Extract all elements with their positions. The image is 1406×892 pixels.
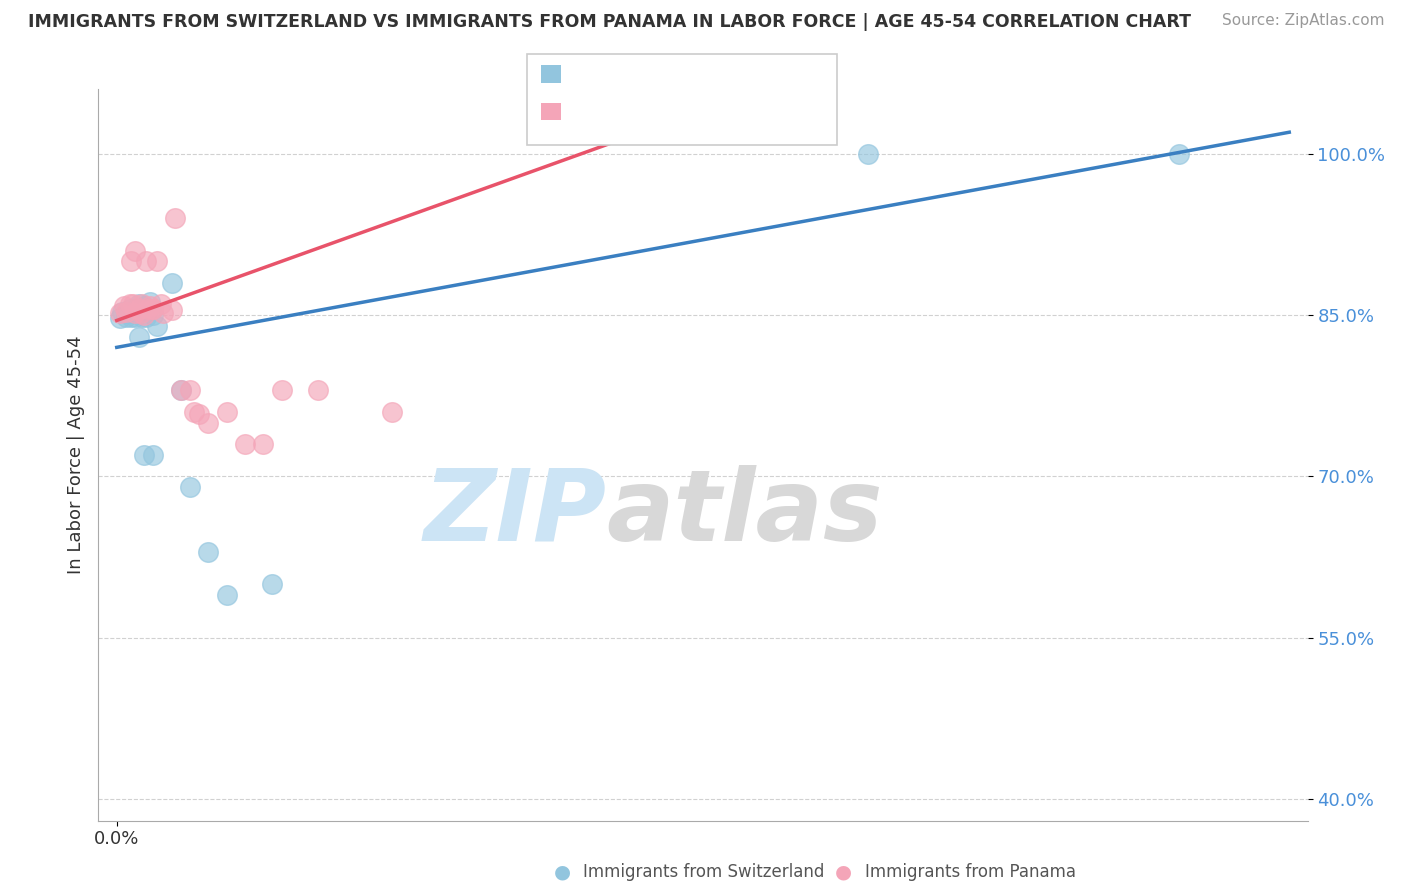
- Point: [129, 306, 152, 320]
- Point: [160, 276, 183, 290]
- Point: [118, 301, 141, 316]
- Point: [124, 310, 146, 325]
- Point: [120, 310, 142, 325]
- Point: [124, 306, 146, 320]
- Point: [142, 448, 165, 462]
- Text: Source: ZipAtlas.com: Source: ZipAtlas.com: [1222, 13, 1385, 29]
- Point: [179, 480, 201, 494]
- Point: [129, 302, 152, 317]
- Text: Immigrants from Panama: Immigrants from Panama: [865, 863, 1076, 881]
- Point: [110, 306, 132, 320]
- Point: [128, 297, 150, 311]
- Point: [117, 306, 139, 320]
- Point: [215, 588, 238, 602]
- Point: [124, 301, 146, 316]
- Point: [165, 211, 187, 226]
- Point: [197, 416, 219, 430]
- Point: [380, 405, 402, 419]
- Point: [115, 305, 138, 319]
- Point: [170, 384, 193, 398]
- Point: [160, 302, 183, 317]
- Point: [179, 384, 201, 398]
- Y-axis label: In Labor Force | Age 45-54: In Labor Force | Age 45-54: [66, 335, 84, 574]
- Point: [138, 295, 160, 310]
- Point: [307, 384, 329, 398]
- Point: [115, 310, 138, 325]
- Point: [124, 244, 146, 258]
- Point: [122, 297, 145, 311]
- Text: R = 0.469   N = 28: R = 0.469 N = 28: [568, 64, 747, 84]
- Text: Immigrants from Switzerland: Immigrants from Switzerland: [583, 863, 825, 881]
- Point: [197, 545, 219, 559]
- Point: [1168, 146, 1191, 161]
- Text: ●: ●: [835, 863, 852, 881]
- Point: [270, 384, 292, 398]
- Point: [138, 300, 160, 314]
- Point: [122, 306, 145, 320]
- Text: atlas: atlas: [606, 465, 883, 562]
- Point: [856, 146, 879, 161]
- Point: [146, 318, 169, 333]
- Text: R = 0.536   N = 33: R = 0.536 N = 33: [568, 100, 747, 120]
- Point: [120, 254, 142, 268]
- Point: [142, 308, 165, 322]
- Text: ●: ●: [554, 863, 571, 881]
- Text: ZIP: ZIP: [423, 465, 606, 562]
- Point: [131, 310, 153, 325]
- Point: [252, 437, 274, 451]
- Point: [136, 301, 159, 316]
- Point: [135, 310, 157, 325]
- Point: [131, 297, 153, 311]
- Point: [262, 577, 284, 591]
- Point: [128, 329, 150, 343]
- Point: [142, 301, 165, 316]
- Point: [183, 405, 205, 419]
- Point: [112, 300, 135, 314]
- Point: [135, 254, 157, 268]
- Point: [128, 301, 150, 316]
- Point: [134, 300, 156, 314]
- Point: [111, 305, 134, 319]
- Point: [118, 297, 141, 311]
- Point: [134, 448, 156, 462]
- Point: [152, 306, 174, 320]
- Point: [134, 308, 156, 322]
- Text: IMMIGRANTS FROM SWITZERLAND VS IMMIGRANTS FROM PANAMA IN LABOR FORCE | AGE 45-54: IMMIGRANTS FROM SWITZERLAND VS IMMIGRANT…: [28, 13, 1191, 31]
- Point: [188, 407, 211, 421]
- Point: [110, 311, 132, 326]
- Point: [170, 384, 193, 398]
- Point: [149, 297, 172, 311]
- Point: [233, 437, 256, 451]
- Point: [215, 405, 238, 419]
- Point: [146, 254, 169, 268]
- Point: [141, 301, 163, 316]
